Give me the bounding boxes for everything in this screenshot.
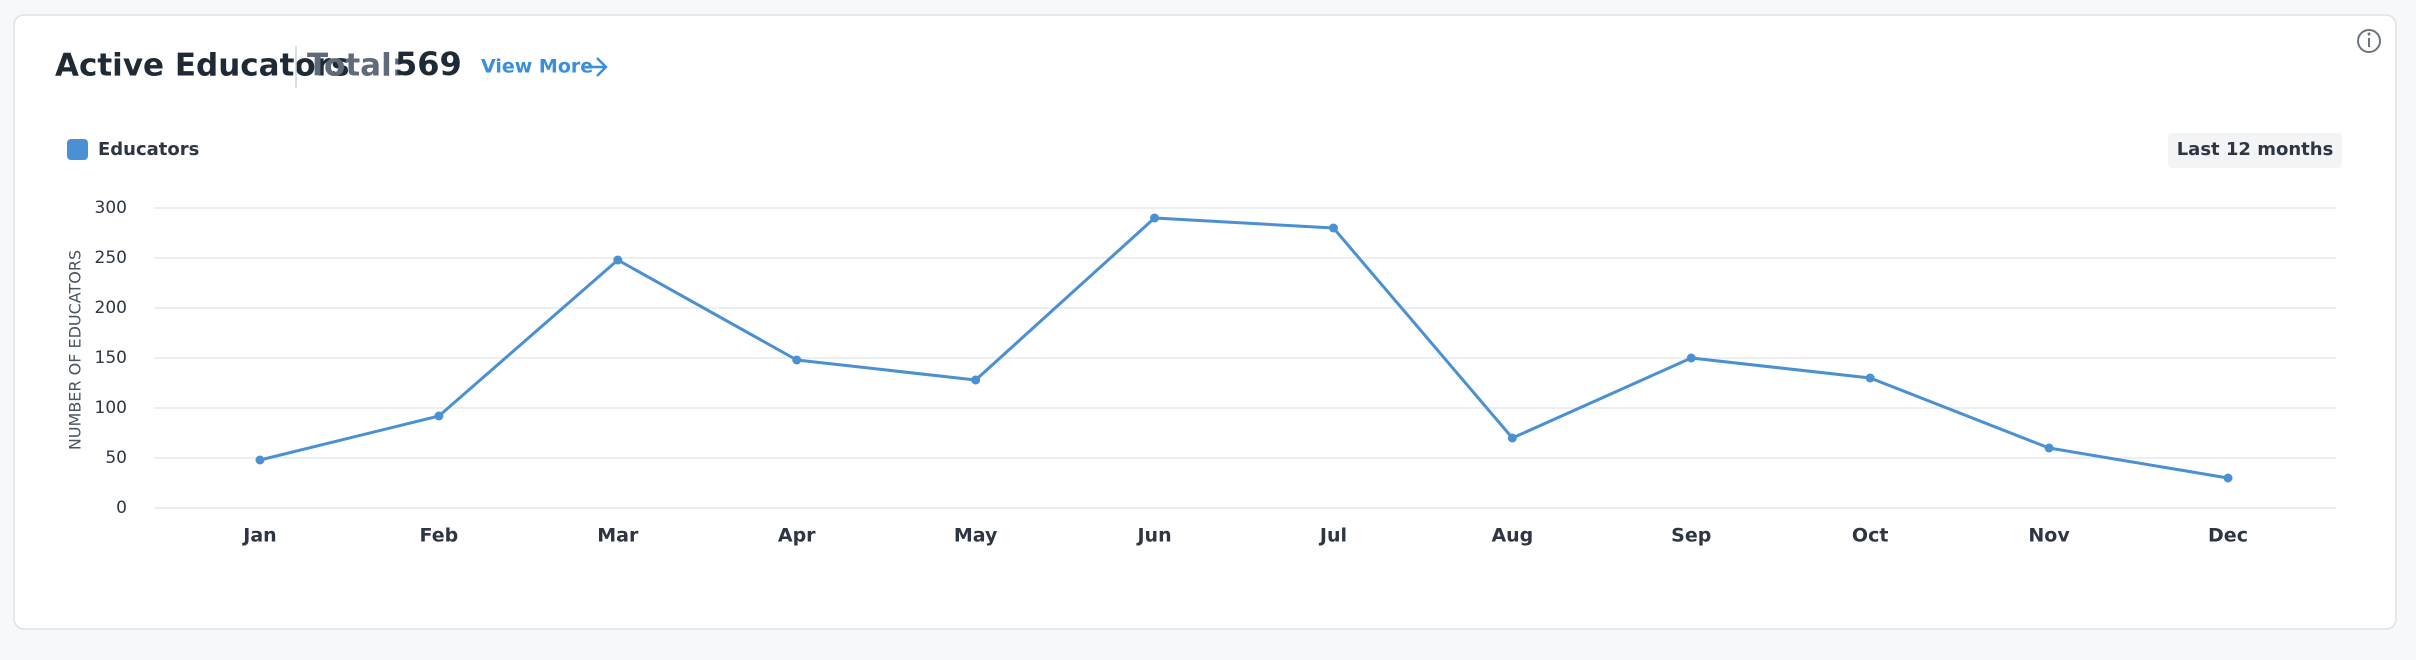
y-tick-label: 200 <box>95 298 127 318</box>
view-more-text[interactable]: View More <box>481 56 593 78</box>
data-point <box>2223 473 2233 483</box>
x-tick-label: May <box>954 525 998 547</box>
x-tick-label: Nov <box>2028 525 2070 547</box>
total-label: Total: <box>307 48 404 84</box>
arrow-icon[interactable] <box>585 57 608 77</box>
range-button-text[interactable]: Last 12 months <box>2177 139 2334 160</box>
card-title: Active Educators <box>55 48 349 84</box>
data-point <box>1865 373 1875 383</box>
plot-area: 0 50 100 150 200 250 300 Jan Feb Mar Apr May Jun Jul A… <box>95 198 2336 547</box>
x-tick-label: Mar <box>597 525 639 547</box>
y-tick-label: 150 <box>95 348 127 368</box>
info-icon[interactable] <box>2357 29 2381 53</box>
y-tick-label: 250 <box>95 248 127 268</box>
data-point <box>434 411 444 421</box>
data-point <box>1328 223 1338 233</box>
range-button-bg[interactable] <box>2168 133 2342 168</box>
info-icon-dot <box>2367 32 2371 36</box>
y-tick-label: 100 <box>95 398 127 418</box>
series-line <box>259 216 2229 480</box>
legend-label: Educators <box>98 139 199 160</box>
x-tick-label: Jun <box>1135 525 1171 547</box>
range-button[interactable]: Last 12 months <box>2168 133 2342 168</box>
x-tick-label: Jan <box>241 525 276 547</box>
y-tick-label: 300 <box>95 198 127 218</box>
legend-swatch <box>67 139 88 160</box>
data-point <box>1507 433 1517 443</box>
x-tick-label: Jul <box>1318 525 1347 547</box>
x-tick-label: Oct <box>1852 525 1889 547</box>
y-tick-label: 50 <box>105 448 127 468</box>
data-point <box>971 375 981 385</box>
x-tick-label: Dec <box>2208 525 2248 547</box>
x-tick-label: Aug <box>1491 525 1533 547</box>
data-point <box>1686 353 1696 363</box>
x-tick-label: Feb <box>420 525 459 547</box>
data-point <box>792 355 802 365</box>
x-tick-label: Sep <box>1671 525 1711 547</box>
info-button[interactable] <box>2357 29 2381 53</box>
y-tick-label: 0 <box>116 498 127 518</box>
data-point <box>2044 443 2054 453</box>
data-point <box>613 255 623 265</box>
data-point <box>1150 213 1160 223</box>
data-point <box>255 455 265 465</box>
total-value: 569 <box>395 45 462 83</box>
y-axis-title: NUMBER OF EDUCATORS <box>66 250 85 450</box>
view-more-link[interactable]: View More <box>481 56 608 78</box>
card <box>13 14 2397 630</box>
x-tick-label: Apr <box>778 525 816 547</box>
